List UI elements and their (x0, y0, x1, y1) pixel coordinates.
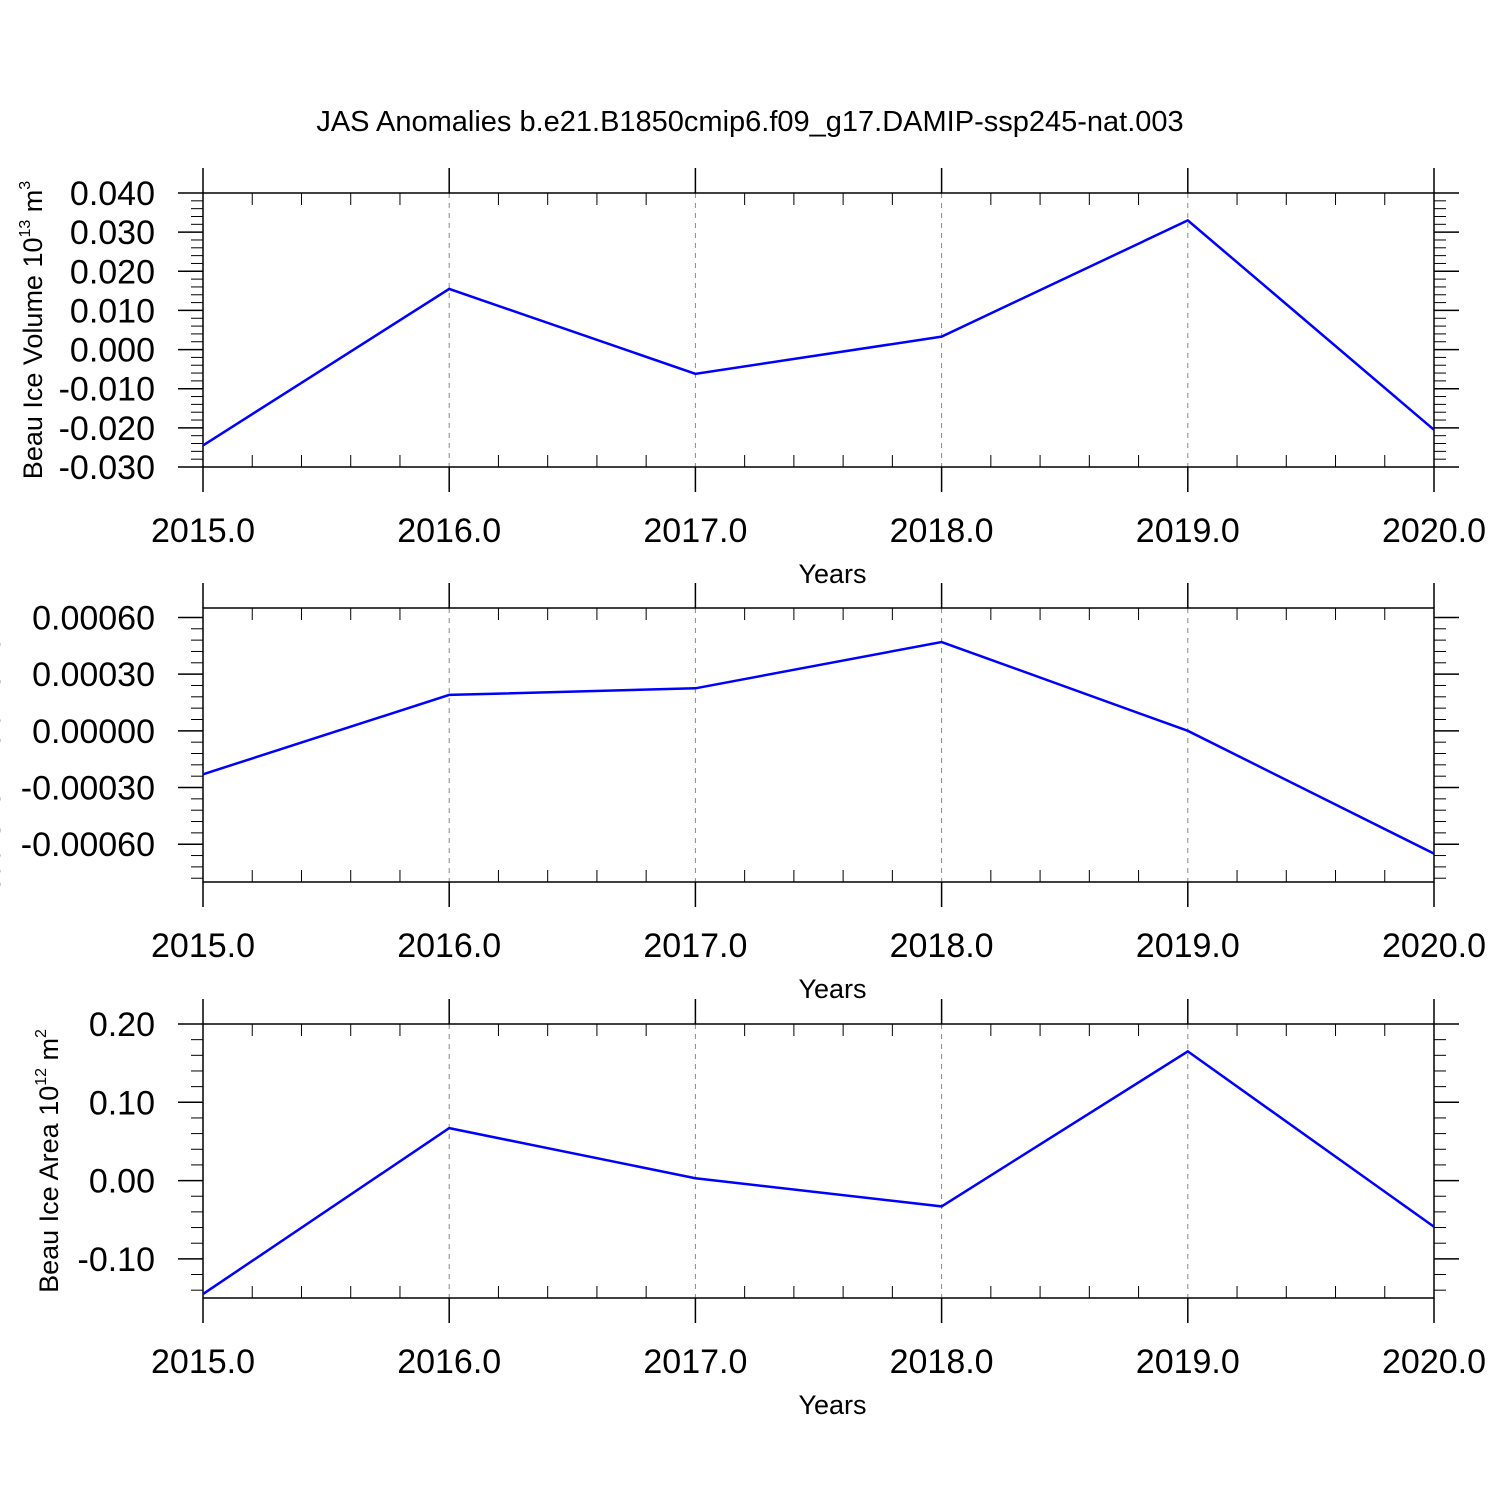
chart-3-x-tick-label: 2017.0 (643, 1343, 747, 1381)
chart-2-x-tick-label: 2019.0 (1136, 927, 1240, 965)
chart-1-plot-frame (202, 192, 1435, 468)
chart-3-plot-frame (202, 1023, 1435, 1299)
chart-3-y-tick-label: 0.00 (89, 1163, 155, 1201)
chart-1-y-tick-label: 0.030 (70, 214, 155, 252)
chart-panel-2: 2015.0 2016.0 2017.0 2018.0 2019.0 2020.0 -0.0… (0, 580, 1486, 1004)
chart-2-y-tick-label: -0.00060 (21, 826, 155, 864)
chart-2-x-tick-label: 2018.0 (890, 927, 994, 965)
chart-3-y-axis-label: Beau Ice Area 1012 m2 (33, 1029, 64, 1293)
chart-3-x-axis-label: Years (798, 1390, 866, 1420)
chart-1-x-axis-label: Years (798, 559, 866, 589)
chart-2-x-tick-label: 2020.0 (1382, 927, 1486, 965)
chart-2-x-tick-label: 2016.0 (397, 927, 501, 965)
chart-1-x-tick-label: 2016.0 (397, 512, 501, 550)
chart-3-x-tick-label: 2018.0 (890, 1343, 994, 1381)
chart-2-x-axis-label: Years (798, 974, 866, 1004)
chart-2-y-tick-label: 0.00030 (32, 656, 155, 694)
chart-1-y-tick-label: 0.000 (70, 332, 155, 370)
chart-1-x-tick-label: 2019.0 (1136, 512, 1240, 550)
chart-1-y-tick-label: 0.020 (70, 253, 155, 291)
chart-1-x-tick-label: 2018.0 (890, 512, 994, 550)
chart-1-y-tick-label: -0.030 (59, 449, 155, 487)
chart-3-x-tick-label: 2015.0 (151, 1343, 255, 1381)
chart-3-x-tick-label: 2019.0 (1136, 1343, 1240, 1381)
chart-1-series-line (202, 218, 1435, 447)
chart-3-series-line (202, 1049, 1435, 1296)
chart-1-y-tick-label: -0.010 (59, 371, 155, 409)
chart-panel-3: 2015.0 2016.0 2017.0 2018.0 2019.0 2020.0 -0.1… (33, 999, 1486, 1420)
chart-3-y-tick-label: -0.10 (78, 1241, 156, 1279)
chart-2-y-tick-label: 0.00060 (32, 599, 155, 637)
chart-1-x-tick-label: 2017.0 (643, 512, 747, 550)
chart-1-y-tick-label: -0.020 (59, 410, 155, 448)
chart-3-x-tick-label: 2020.0 (1382, 1343, 1486, 1381)
chart-2-y-tick-label: -0.00030 (21, 770, 155, 808)
chart-3-x-tick-label: 2016.0 (397, 1343, 501, 1381)
chart-1-y-axis-label: Beau Ice Volume 1013 m3 (17, 181, 48, 479)
chart-2-plot-frame (202, 607, 1435, 883)
figure-title: JAS Anomalies b.e21.B1850cmip6.f09_g17.D… (316, 106, 1183, 138)
chart-3-y-tick-label: 0.20 (89, 1006, 155, 1044)
chart-2-series-line (202, 640, 1435, 855)
chart-1-y-tick-label: 0.010 (70, 292, 155, 330)
chart-2-x-tick-label: 2015.0 (151, 927, 255, 965)
panels: 2015.0 2016.0 2017.0 2018.0 2019.0 2020.0 -0.0… (0, 168, 1486, 1420)
chart-panel-1: 2015.0 2016.0 2017.0 2018.0 2019.0 2020.0 -0.0… (17, 168, 1486, 589)
chart-1-x-tick-label: 2015.0 (151, 512, 255, 550)
chart-3-y-tick-label: 0.10 (89, 1084, 155, 1122)
chart-1-x-tick-label: 2020.0 (1382, 512, 1486, 550)
chart-2-y-tick-label: 0.00000 (32, 713, 155, 751)
chart-2-y-axis-label: Beau Snow Volume 1013 m3 (0, 580, 6, 910)
chart-2-x-tick-label: 2017.0 (643, 927, 747, 965)
chart-1-y-tick-label: 0.040 (70, 175, 155, 213)
